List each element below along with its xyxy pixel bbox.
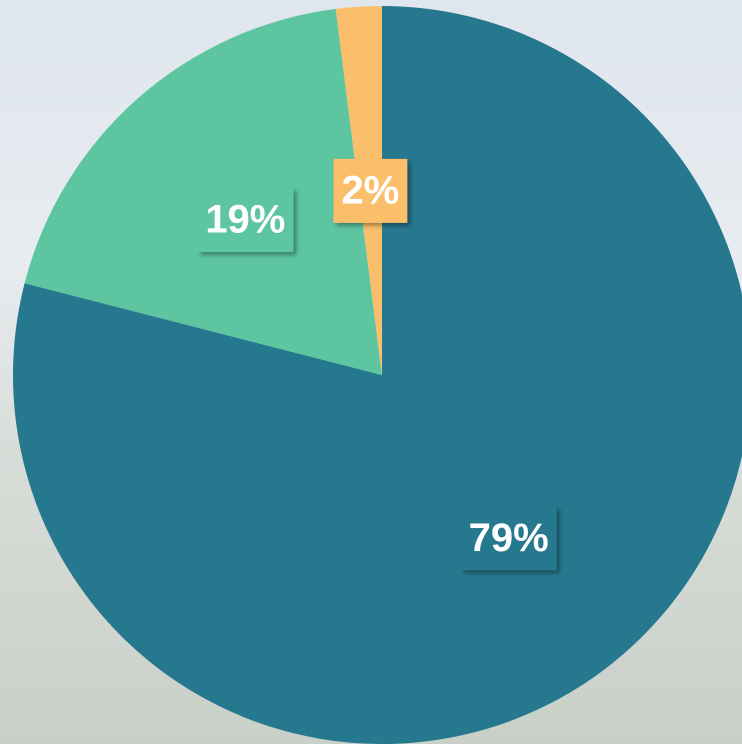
data-label: 19% (197, 187, 294, 252)
data-label-text: 2% (342, 168, 400, 212)
data-label: 79% (460, 506, 557, 571)
data-label-box (197, 187, 294, 252)
data-label-box (333, 158, 408, 223)
data-label-text: 79% (469, 516, 549, 560)
pie-slice (13, 6, 742, 744)
data-label-text: 19% (205, 198, 285, 242)
data-label: 2% (333, 158, 408, 223)
data-label-box (460, 506, 557, 571)
